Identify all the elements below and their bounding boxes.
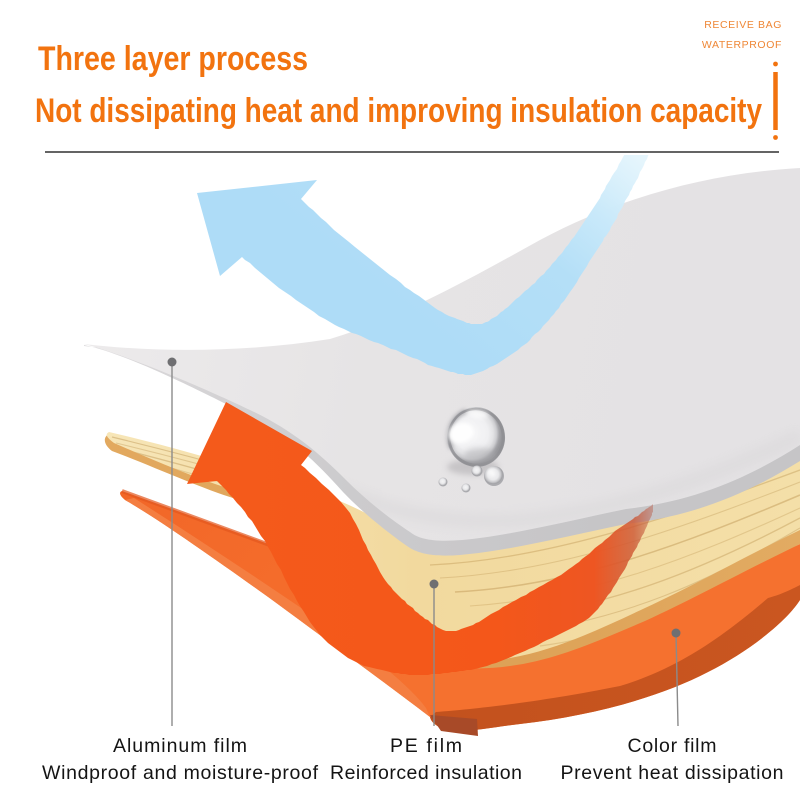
svg-text:Color film: Color film [628,735,717,757]
svg-text:Prevent heat dissipation: Prevent heat dissipation [561,762,784,784]
svg-text:Reinforced insulation: Reinforced insulation [330,762,522,784]
svg-text:Not dissipating heat and impro: Not dissipating heat and improving insul… [35,92,762,130]
svg-text:Three layer process: Three layer process [38,40,308,78]
svg-text:WATERPROOF: WATERPROOF [702,39,782,51]
svg-text:PE film: PE film [390,735,462,757]
svg-text:RECEIVE BAG: RECEIVE BAG [704,19,782,31]
svg-text:Aluminum film: Aluminum film [113,735,247,757]
svg-text:Windproof and moisture-proof: Windproof and moisture-proof [42,762,319,784]
